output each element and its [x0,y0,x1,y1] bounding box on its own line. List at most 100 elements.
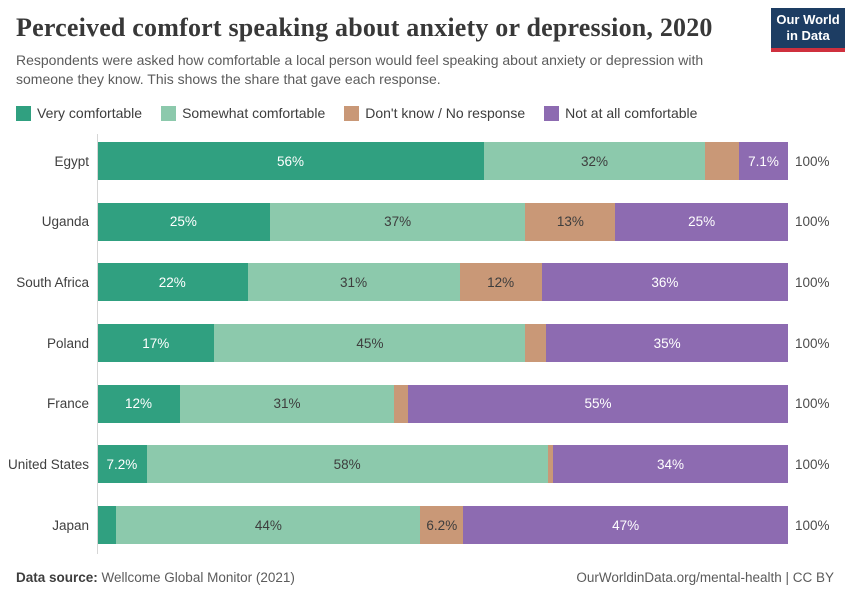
bar-segment[interactable]: 58% [146,445,548,484]
bar-segment[interactable]: 31% [247,263,460,302]
owid-logo-line2: in Data [786,28,830,43]
chart-row: Japan 44% 6.2% 47% 100% [0,506,850,545]
value-label: 7.2% [106,456,138,472]
value-label: 17% [142,335,170,351]
bar-segment[interactable]: 45% [214,324,526,363]
bar-segment[interactable]: 32% [483,142,706,181]
total-label: 100% [795,335,830,351]
value-label: 45% [356,335,384,351]
page-title: Perceived comfort speaking about anxiety… [16,13,713,42]
owid-logo-line1: Our World [776,12,840,28]
country-label: Japan [52,517,89,533]
value-label: 47% [612,517,640,533]
total-label: 100% [795,456,830,472]
owid-logo[interactable]: Our World in Data [771,8,845,52]
country-label: United States [7,456,89,472]
country-label: Uganda [41,214,89,230]
legend-label: Somewhat comfortable [182,105,326,122]
bar-segment[interactable]: 12% [97,384,180,423]
value-label: 6.2% [426,517,458,533]
bar-segment[interactable]: 13% [525,202,616,241]
total-label: 100% [795,153,830,169]
chart-row: France 12% 31% 55% 100% [0,384,850,423]
value-label: 31% [340,274,368,290]
bar-segment[interactable]: 7.1% [738,142,788,181]
header: Perceived comfort speaking about anxiety… [0,0,850,90]
chart-row: Uganda 25% 37% 13% 25% 100% [0,202,850,241]
legend-label: Not at all comfortable [565,105,698,122]
value-label: 36% [651,274,679,290]
chart-row: Poland 17% 45% 35% 100% [0,324,850,363]
country-label: South Africa [16,274,89,290]
data-source-label: Data source: [16,570,98,585]
legend-swatch [16,105,31,121]
bar-segment[interactable]: 35% [546,324,788,363]
value-label: 56% [276,153,304,169]
data-source-value: Wellcome Global Monitor (2021) [97,570,295,585]
total-label: 100% [795,274,830,290]
chart-row: Egypt 56% 32% 7.1% 100% [0,142,850,181]
bar-segment[interactable]: 17% [97,324,215,363]
value-label: 25% [169,214,197,230]
bar-segment[interactable] [547,445,554,484]
value-label: 22% [158,274,186,290]
chart-area: Egypt 56% 32% 7.1% 100% Uganda 25% 37% 13% 25% 100… [0,134,850,555]
value-label: 34% [657,456,685,472]
legend-item[interactable]: Very comfortable [16,105,142,121]
bar-segment[interactable]: 34% [553,445,788,484]
legend-swatch [544,105,560,121]
stacked-bar: 56% 32% 7.1% [97,142,788,181]
bar-segment[interactable]: 22% [97,263,248,302]
value-label: 7.1% [748,153,779,169]
legend-label: Don't know / No response [365,105,526,122]
bar-segment[interactable] [705,142,739,181]
value-label: 44% [254,517,282,533]
stacked-bar: 7.2% 58% 34% [97,445,788,484]
bar-segment[interactable]: 37% [269,202,526,241]
stacked-bar: 25% 37% 13% 25% [97,202,788,241]
value-label: 58% [333,456,361,472]
data-source: Data source: Wellcome Global Monitor (20… [16,570,295,585]
country-label: Egypt [54,153,89,169]
chart-rows: Egypt 56% 32% 7.1% 100% Uganda 25% 37% 13% 25% 100… [0,142,850,545]
value-label: 25% [688,214,716,230]
bar-segment[interactable] [525,324,547,363]
bar-segment[interactable]: 36% [541,263,788,302]
legend-swatch [161,105,177,121]
legend-item[interactable]: Don't know / No response [344,105,525,121]
value-label: 55% [584,396,612,412]
legend-label: Very comfortable [37,105,143,122]
footer: Data source: Wellcome Global Monitor (20… [16,570,834,585]
bar-segment[interactable] [97,506,117,545]
bar-segment[interactable]: 6.2% [420,506,464,545]
value-label: 12% [487,274,515,290]
value-label: 35% [653,335,681,351]
value-label: 37% [384,214,412,230]
value-label: 12% [124,396,152,412]
bar-segment[interactable]: 7.2% [97,445,147,484]
total-label: 100% [795,214,830,230]
country-label: Poland [46,335,89,351]
bar-segment[interactable]: 44% [116,506,421,545]
value-label: 13% [556,214,584,230]
bar-segment[interactable]: 56% [97,142,484,181]
bar-segment[interactable]: 31% [179,384,395,423]
bar-segment[interactable]: 12% [459,263,542,302]
stacked-bar: 22% 31% 12% 36% [97,263,788,302]
bar-segment[interactable] [394,384,408,423]
y-axis-line [97,134,98,555]
bar-segment[interactable]: 55% [407,384,788,423]
chart-row: South Africa 22% 31% 12% 36% 100% [0,263,850,302]
bar-segment[interactable]: 25% [615,202,788,241]
bar-segment[interactable]: 25% [97,202,270,241]
legend-item[interactable]: Not at all comfortable [544,105,697,121]
chart-row: United States 7.2% 58% 34% 100% [0,445,850,484]
total-label: 100% [795,517,830,533]
value-label: 32% [581,153,609,169]
attribution-link[interactable]: OurWorldinData.org/mental-health | CC BY [576,570,834,585]
legend-item[interactable]: Somewhat comfortable [161,105,325,121]
bar-segment[interactable]: 47% [463,506,788,545]
country-label: France [46,396,89,412]
stacked-bar: 44% 6.2% 47% [97,506,788,545]
